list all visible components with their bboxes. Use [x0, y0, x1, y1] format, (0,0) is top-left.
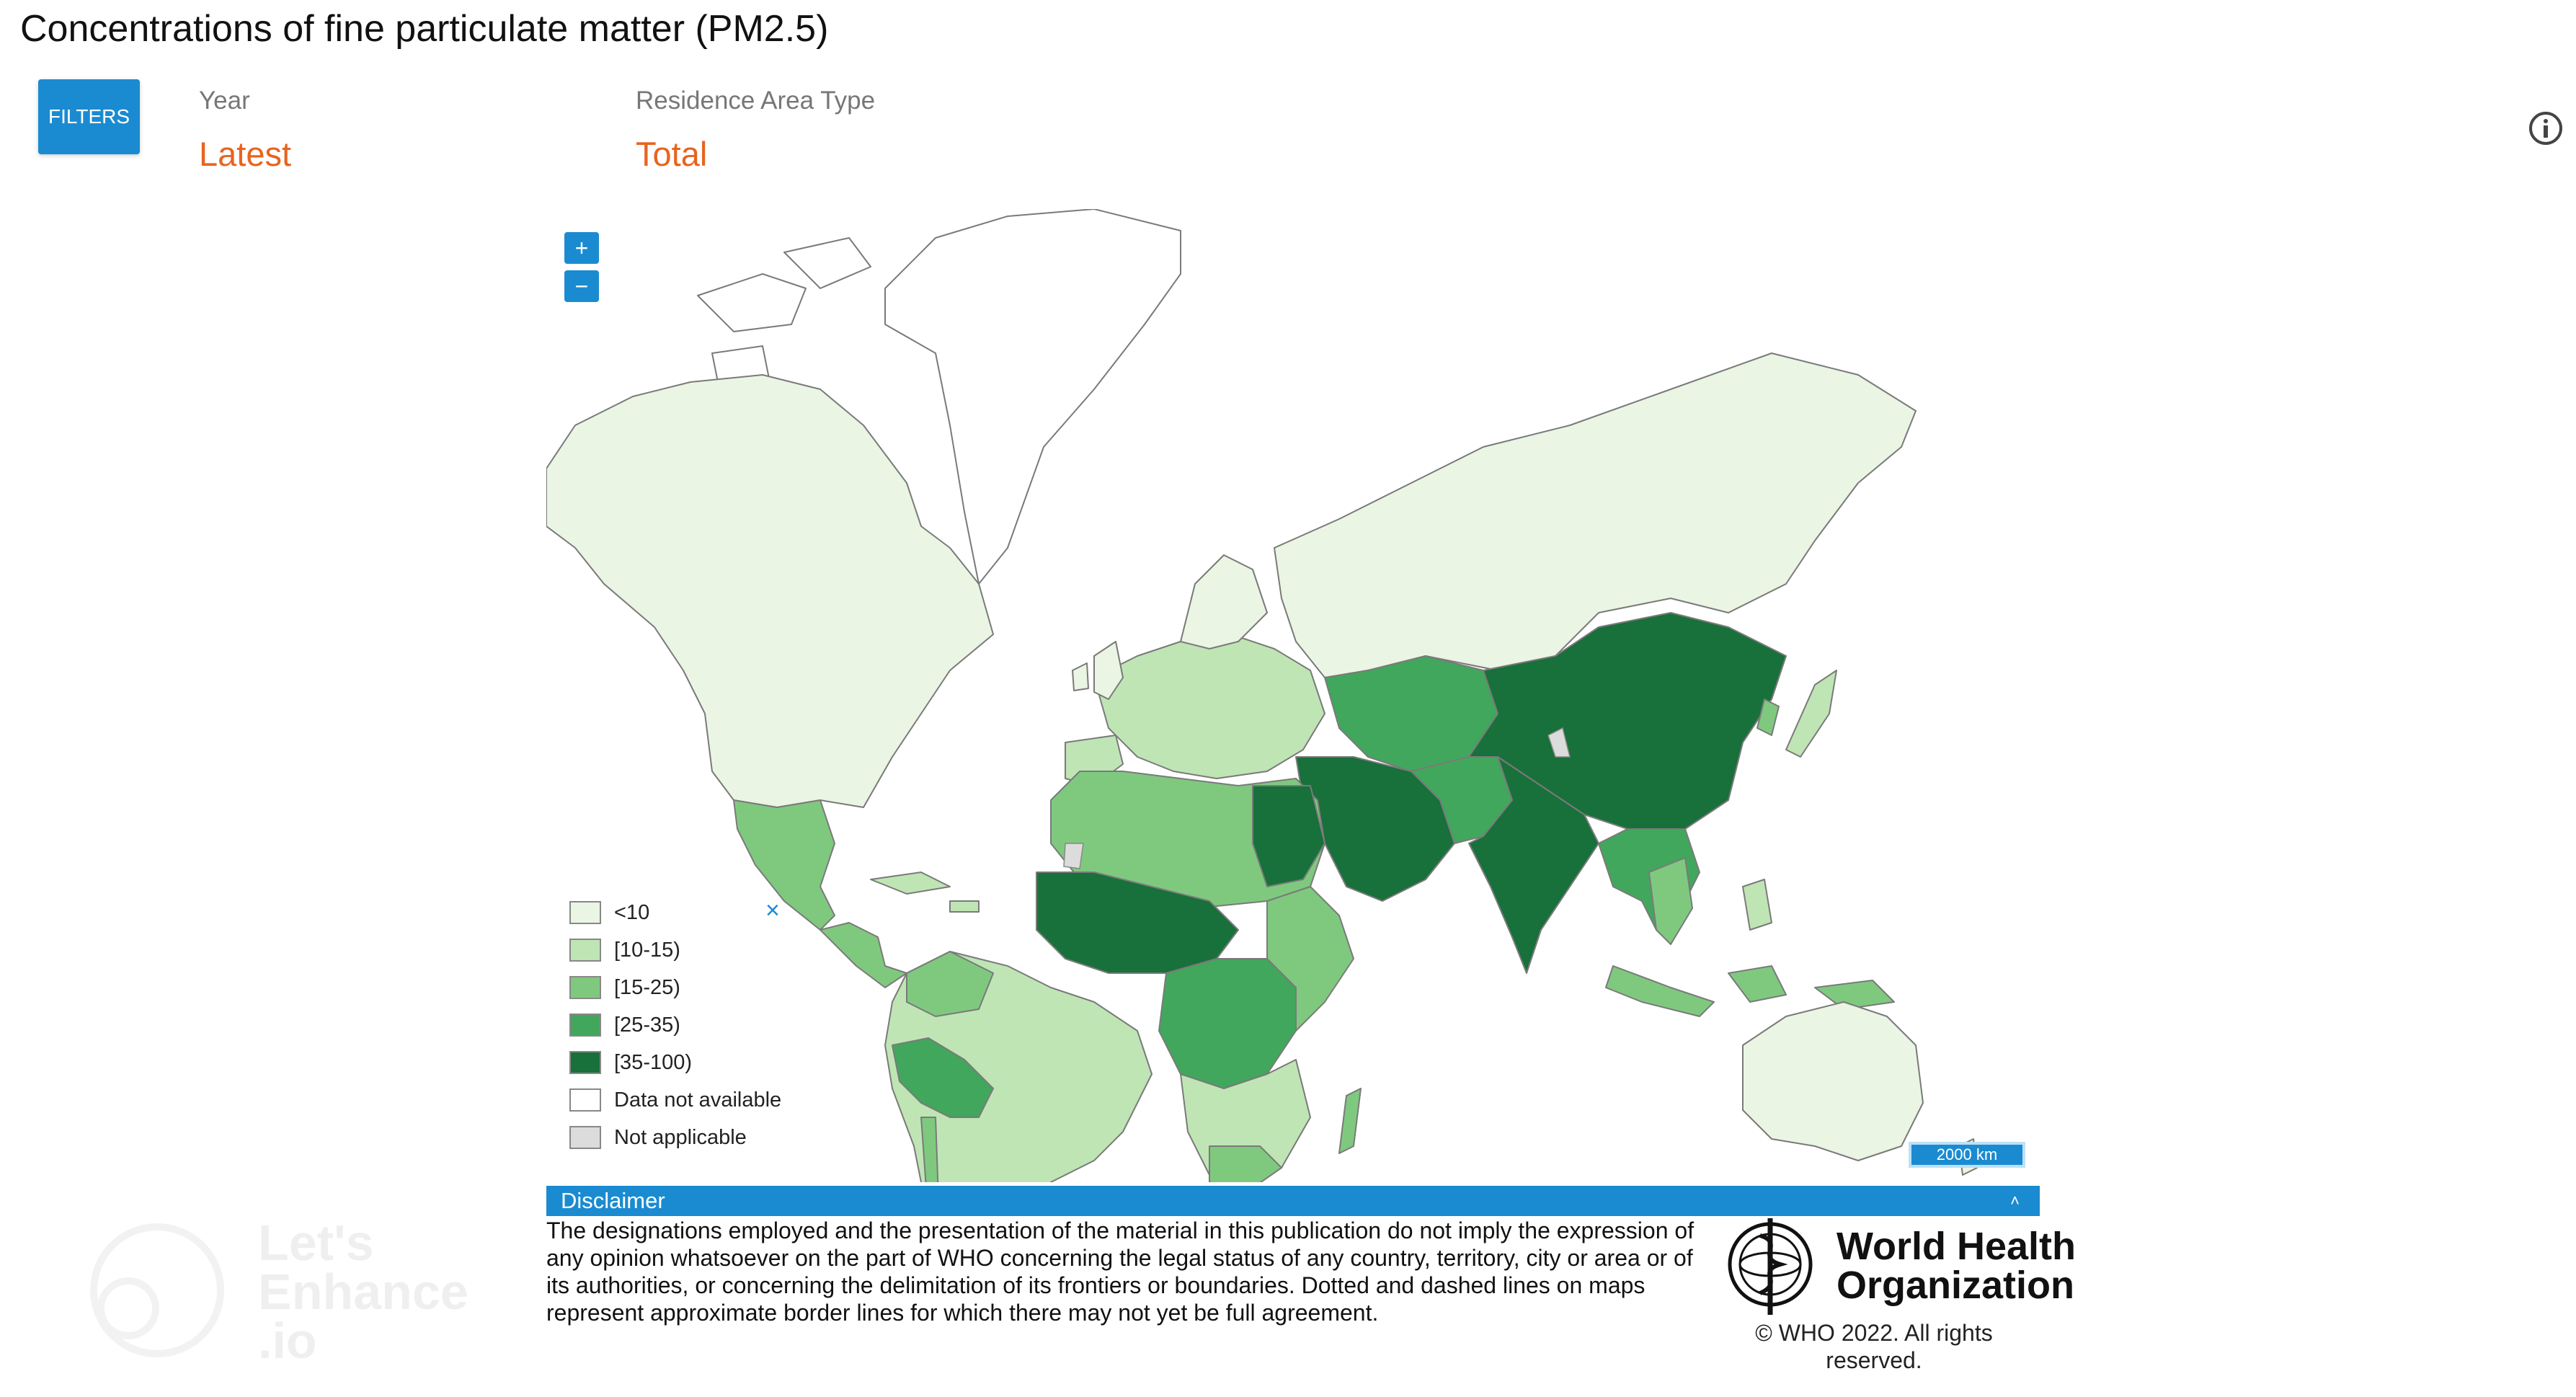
info-icon[interactable]: [2528, 110, 2564, 146]
east-africa: [1266, 886, 1354, 1032]
legend-label: <10: [614, 901, 650, 924]
korea: [1756, 698, 1780, 736]
scandinavia: [1180, 554, 1268, 649]
legend-label: Data not available: [614, 1088, 782, 1112]
legend-swatch: [569, 901, 601, 924]
who-emblem-icon: [1728, 1218, 1813, 1315]
area-filter-label: Residence Area Type: [636, 87, 876, 115]
legend-swatch: [569, 1051, 601, 1074]
legend-swatch: [569, 939, 601, 962]
scale-bar: 2000 km: [1909, 1142, 2025, 1168]
zoom-in-button[interactable]: +: [564, 232, 599, 264]
japan: [1785, 670, 1837, 758]
legend-swatch: [569, 1126, 601, 1149]
europe: [1093, 634, 1325, 779]
south-africa: [1209, 1145, 1282, 1182]
area-filter-value[interactable]: Total: [636, 135, 708, 173]
legend-close-icon[interactable]: ×: [765, 897, 780, 924]
disclaimer-text: The designations employed and the presen…: [546, 1218, 1695, 1326]
india: [1468, 756, 1599, 974]
legend-label: [10-15): [614, 939, 680, 962]
watermark-logo: Let's Enhance .io: [85, 1218, 474, 1377]
philippines: [1742, 879, 1772, 931]
legend-label: [25-35): [614, 1014, 680, 1037]
central-africa: [1158, 958, 1297, 1089]
disclaimer-heading: Disclaimer: [561, 1188, 665, 1213]
caribbean: [870, 872, 980, 913]
not-applicable-region: [1547, 727, 1571, 758]
mexico: [733, 799, 835, 931]
indochina: [1648, 857, 1693, 945]
legend-label: Not applicable: [614, 1126, 747, 1149]
page-title: Concentrations of fine particulate matte…: [20, 8, 829, 50]
madagascar: [1338, 1088, 1362, 1154]
chile: [920, 1117, 939, 1182]
north-america: [546, 374, 994, 808]
greenland: [884, 209, 1181, 585]
collapse-icon[interactable]: ˄: [2010, 1192, 2020, 1210]
zoom-out-button[interactable]: −: [564, 270, 599, 302]
disclaimer-header[interactable]: Disclaimer ˄: [546, 1186, 2040, 1216]
year-filter-label: Year: [199, 87, 250, 115]
who-name: World Health Organization: [1836, 1225, 2077, 1307]
world-map[interactable]: [546, 209, 2040, 1182]
year-filter-value[interactable]: Latest: [199, 135, 292, 173]
filters-button[interactable]: FILTERS: [38, 79, 140, 154]
canada-islands: [697, 237, 871, 390]
legend-swatch: [569, 976, 601, 999]
legend-swatch: [569, 1014, 601, 1037]
australia: [1742, 1001, 1924, 1161]
legend-label: [15-25): [614, 976, 680, 999]
not-applicable-region: [1063, 843, 1084, 869]
legend-label: [35-100): [614, 1051, 693, 1074]
peru-bolivia: [892, 1037, 994, 1118]
indonesia: [1605, 965, 1895, 1017]
central-america: [820, 922, 907, 988]
uk-ireland: [1072, 641, 1124, 700]
colombia-venezuela: [906, 951, 994, 1017]
copyright-text: © WHO 2022. All rights reserved.: [1755, 1320, 1993, 1373]
egypt-sahel: [1252, 785, 1325, 887]
legend-swatch: [569, 1088, 601, 1112]
